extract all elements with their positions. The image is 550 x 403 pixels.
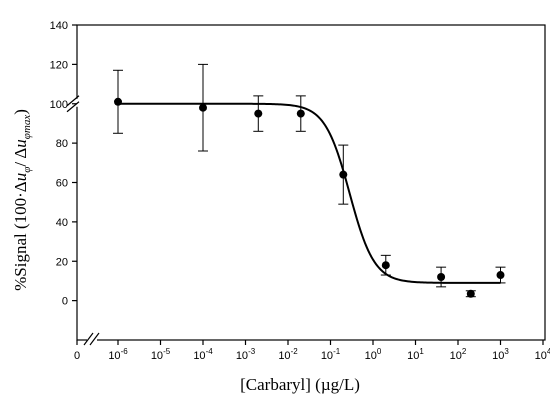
data-point <box>466 289 475 298</box>
fit-curve-layer <box>118 102 501 284</box>
y-tick-label: 40 <box>56 217 68 229</box>
y-title-sub2: φmax <box>21 115 33 140</box>
x-tick-label: 100 <box>365 347 382 362</box>
x-tick-label: 101 <box>407 347 424 362</box>
data-points <box>113 63 506 298</box>
x-tick-label: 0 <box>74 350 80 362</box>
x-break-gap <box>87 334 97 346</box>
y-title-mid: / Δ <box>11 148 30 167</box>
x-tick-label: 10-1 <box>321 347 341 362</box>
fit-curve <box>118 102 501 284</box>
y-title-sub1: φ <box>21 167 33 173</box>
y-title-post: ) <box>11 109 30 115</box>
x-tick-label: 104 <box>535 347 550 362</box>
x-tick-label: 102 <box>450 347 467 362</box>
data-point <box>496 271 505 280</box>
x-tick-label: 10-4 <box>193 347 213 362</box>
x-break-mark <box>83 332 94 346</box>
y-tick-label: 120 <box>50 59 68 71</box>
data-point <box>296 109 305 118</box>
data-point <box>199 103 207 112</box>
data-point <box>381 261 390 270</box>
x-axis-title: [Carbaryl] (µg/L) <box>240 375 360 394</box>
x-break-mark <box>89 332 100 346</box>
axes <box>66 24 546 346</box>
data-point <box>339 170 348 179</box>
y-tick-label: 80 <box>56 138 68 150</box>
y-tick-label: 140 <box>50 20 68 32</box>
x-tick-label: 10-2 <box>278 347 298 362</box>
plot-frame <box>76 24 546 341</box>
x-tick-label: 10-5 <box>151 347 171 362</box>
y-title-pre: %Signal (100·Δ <box>11 181 30 291</box>
x-tick-label: 10-3 <box>236 347 256 362</box>
y-break-mark <box>66 95 80 107</box>
y-tick-label: 100 <box>50 99 68 111</box>
y-tick-label: 60 <box>56 178 68 190</box>
y-tick-label: 20 <box>56 256 68 268</box>
data-point <box>437 273 446 281</box>
data-point <box>114 97 122 106</box>
x-tick-label: 103 <box>492 347 509 362</box>
y-axis-title: %Signal (100·Δuφ/ Δuφmax) <box>11 109 33 291</box>
y-tick-label: 0 <box>62 296 68 308</box>
x-tick-label: 10-6 <box>108 347 128 362</box>
data-point <box>254 109 263 118</box>
y-title-u1: u <box>11 173 30 182</box>
y-title-u2: u <box>11 139 30 148</box>
ticks: 0 20 40 60 80 100 120 140 0 10-6 10-5 10-4 10-3 10-2 1… <box>50 20 550 362</box>
